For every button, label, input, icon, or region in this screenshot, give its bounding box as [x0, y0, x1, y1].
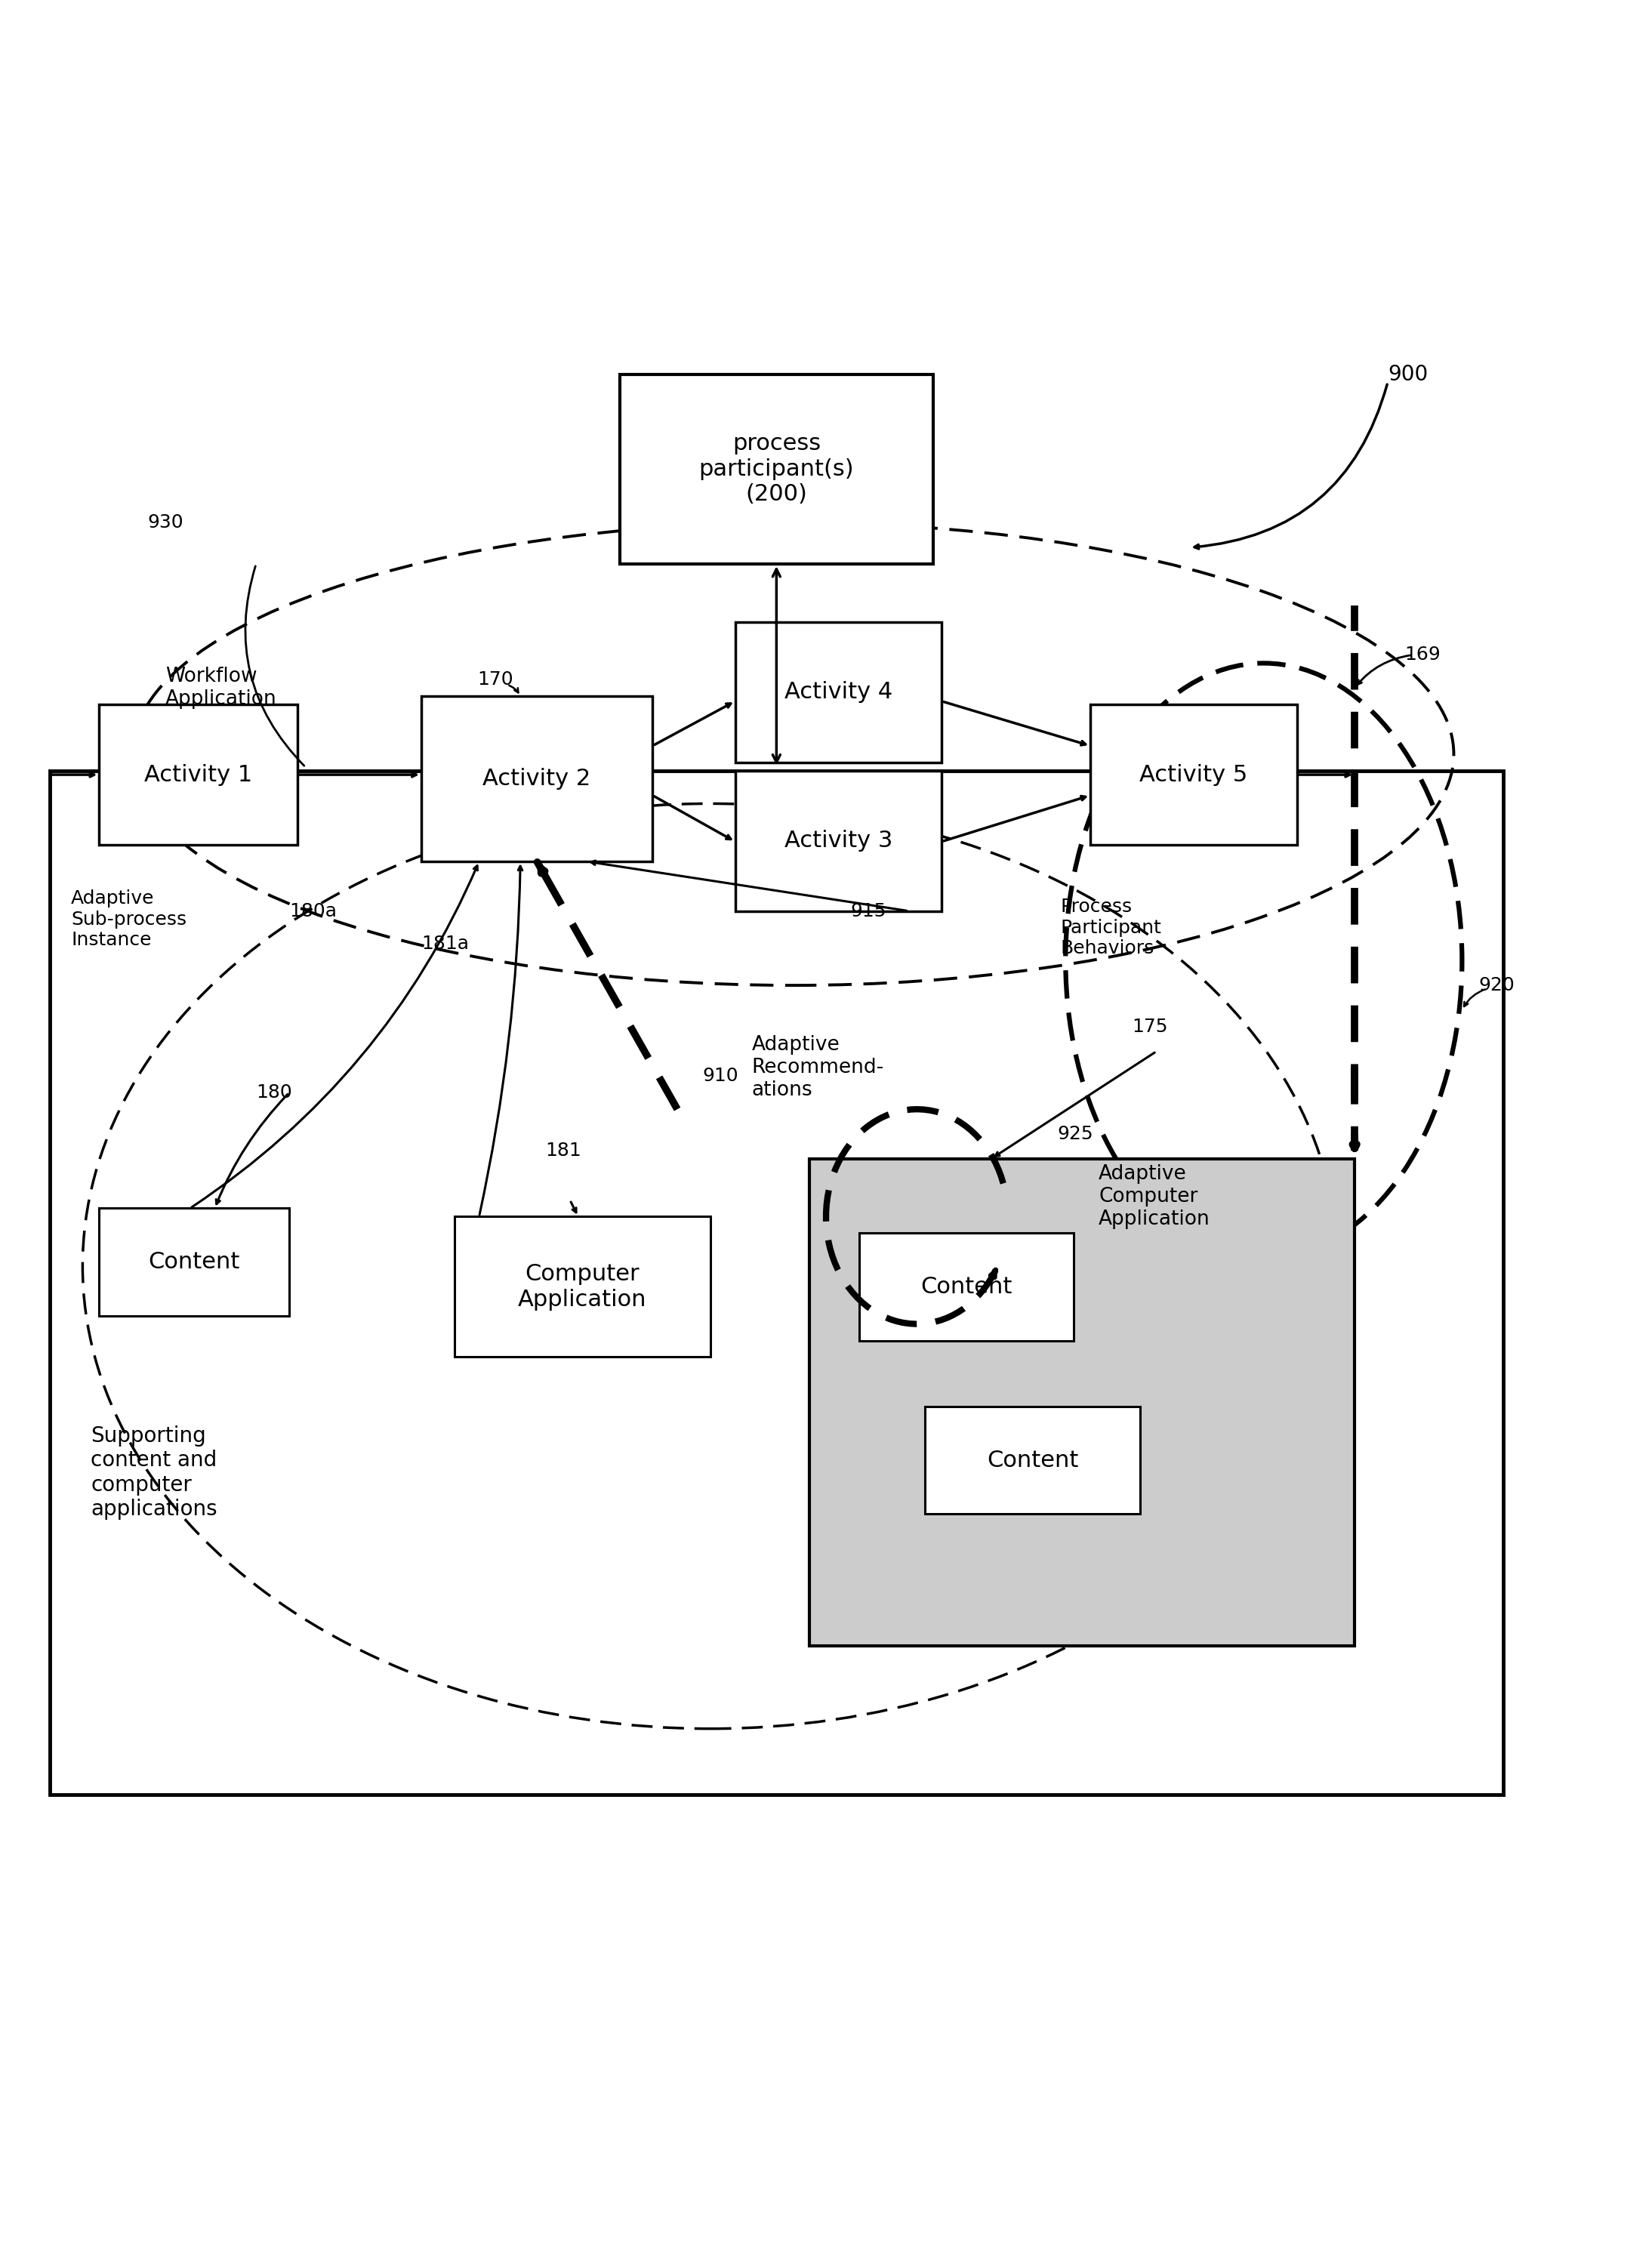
Text: process
participant(s)
(200): process participant(s) (200): [699, 433, 854, 506]
Text: Workflow
Application: Workflow Application: [165, 667, 278, 710]
Text: 900: 900: [1388, 363, 1427, 386]
Text: Process
Participant
Behaviors: Process Participant Behaviors: [1061, 898, 1161, 957]
Text: Content: Content: [149, 1252, 240, 1272]
Text: Activity 1: Activity 1: [144, 764, 253, 785]
Text: Activity 2: Activity 2: [482, 769, 591, 789]
Text: 180a: 180a: [289, 903, 337, 921]
Text: Content: Content: [920, 1277, 1013, 1297]
FancyBboxPatch shape: [735, 771, 942, 912]
Text: Activity 5: Activity 5: [1140, 764, 1247, 785]
Text: Content: Content: [986, 1449, 1079, 1472]
FancyBboxPatch shape: [454, 1216, 710, 1356]
Text: 180: 180: [256, 1084, 292, 1102]
FancyBboxPatch shape: [99, 1209, 289, 1315]
Text: Adaptive
Recommend-
ations: Adaptive Recommend- ations: [752, 1036, 884, 1100]
Text: Adaptive
Sub-process
Instance: Adaptive Sub-process Instance: [71, 889, 187, 950]
Text: 925: 925: [1057, 1125, 1094, 1143]
Text: Adaptive
Computer
Application: Adaptive Computer Application: [1099, 1163, 1211, 1229]
Text: 910: 910: [702, 1068, 738, 1086]
FancyBboxPatch shape: [925, 1406, 1140, 1515]
FancyBboxPatch shape: [99, 705, 297, 846]
FancyBboxPatch shape: [1090, 705, 1297, 846]
Text: 181: 181: [545, 1141, 582, 1159]
Text: Activity 4: Activity 4: [785, 680, 892, 703]
Text: 915: 915: [851, 903, 887, 921]
Text: 175: 175: [1132, 1018, 1168, 1036]
FancyBboxPatch shape: [421, 696, 653, 862]
Text: 181a: 181a: [421, 934, 469, 953]
Text: Computer
Application: Computer Application: [519, 1263, 646, 1311]
FancyBboxPatch shape: [620, 374, 933, 565]
FancyBboxPatch shape: [735, 621, 942, 762]
FancyBboxPatch shape: [809, 1159, 1355, 1647]
Text: 170: 170: [477, 671, 514, 689]
Text: Activity 3: Activity 3: [785, 830, 892, 853]
Text: 169: 169: [1404, 646, 1441, 665]
Text: 905: 905: [933, 1266, 970, 1284]
Text: Supporting
content and
computer
applications: Supporting content and computer applicat…: [91, 1424, 218, 1520]
Text: 920: 920: [1479, 975, 1515, 993]
FancyBboxPatch shape: [859, 1234, 1074, 1340]
FancyBboxPatch shape: [50, 771, 1503, 1794]
Text: 930: 930: [147, 515, 183, 533]
